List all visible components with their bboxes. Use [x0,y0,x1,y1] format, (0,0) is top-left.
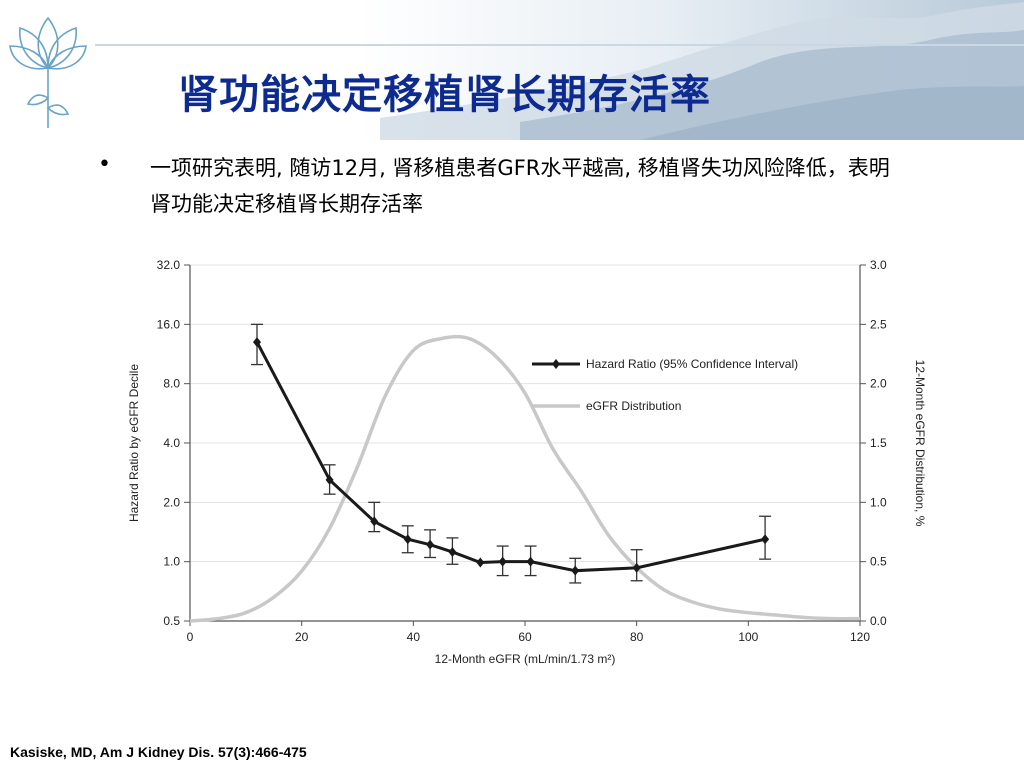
y-axis-right-label: 12-Month eGFR Distribution, % [913,360,927,527]
x-tick-label: 100 [738,630,758,644]
hazard-ratio-line [255,341,766,573]
y-right-tick-label: 3.0 [870,258,887,272]
hazard-ratio-point [403,534,412,545]
y-right-tick-label: 2.5 [870,317,887,331]
y-right-tick-label: 0.0 [870,614,887,628]
citation: Kasiske, MD, Am J Kidney Dis. 57(3):466-… [10,744,307,760]
y-left-tick-label: 1.0 [163,555,180,569]
lotus-logo-icon [9,16,87,128]
hazard-ratio-point [253,337,261,348]
y-right-tick-label: 2.0 [870,377,887,391]
header-rule [95,44,1024,46]
y-right-tick-label: 1.5 [870,436,887,450]
y-right-tick-label: 0.5 [870,555,887,569]
hazard-ratio-series [251,323,772,584]
y-left-tick-label: 4.0 [163,436,180,450]
chart-axes: 0.5 1.0 2.0 4.0 8.0 16.0 32.0 0.0 0.5 1.0 1.5 2.0 2.… [127,258,927,666]
bullet-text: 一项研究表明, 随访12月, 肾移植患者GFR水平越高, 移植肾失功风险降低，表… [150,156,890,216]
x-tick-label: 40 [407,630,421,644]
legend-label-egfr: eGFR Distribution [586,399,681,413]
egfr-distribution-line [189,334,861,623]
y-left-tick-label: 8.0 [163,377,180,391]
hazard-ratio-point [526,556,535,567]
hazard-ratio-point [761,534,770,545]
slide-title: 肾功能决定移植肾长期存活率 [178,72,711,118]
x-tick-label: 0 [187,630,194,644]
y-axis-left-label: Hazard Ratio by eGFR Decile [127,364,141,522]
y-left-tick-label: 32.0 [157,258,181,272]
hazard-ratio-point [325,474,334,485]
hazard-ratio-point [448,546,457,557]
legend-label-hazard-ratio: Hazard Ratio (95% Confidence Interval) [586,357,798,371]
egfr-distribution-series [189,334,861,623]
y-left-tick-label: 16.0 [157,317,181,331]
y-left-tick-label: 0.5 [163,614,180,628]
x-tick-label: 120 [850,630,870,644]
chart-legend: Hazard Ratio (95% Confidence Interval) eG… [532,357,798,413]
y-left-tick-label: 2.0 [163,495,180,509]
hazard-ratio-point [426,539,435,550]
legend-marker-hazard-ratio [552,359,560,369]
hazard-ratio-point [498,556,507,567]
hazard-ratio-chart: 0.5 1.0 2.0 4.0 8.0 16.0 32.0 0.0 0.5 1.0 1.5 2.0 2.… [127,258,927,666]
y-right-tick-label: 1.0 [870,495,887,509]
x-tick-label: 20 [295,630,309,644]
hazard-ratio-point [370,516,379,527]
x-tick-label: 80 [630,630,644,644]
x-axis-label: 12-Month eGFR (mL/min/1.73 m²) [435,652,616,666]
hazard-ratio-point [571,565,580,576]
hazard-ratio-point [476,557,485,568]
x-tick-label: 60 [518,630,532,644]
hazard-ratio-point [632,562,641,573]
header-banner [0,0,1024,140]
bullet-marker: • [98,152,111,177]
